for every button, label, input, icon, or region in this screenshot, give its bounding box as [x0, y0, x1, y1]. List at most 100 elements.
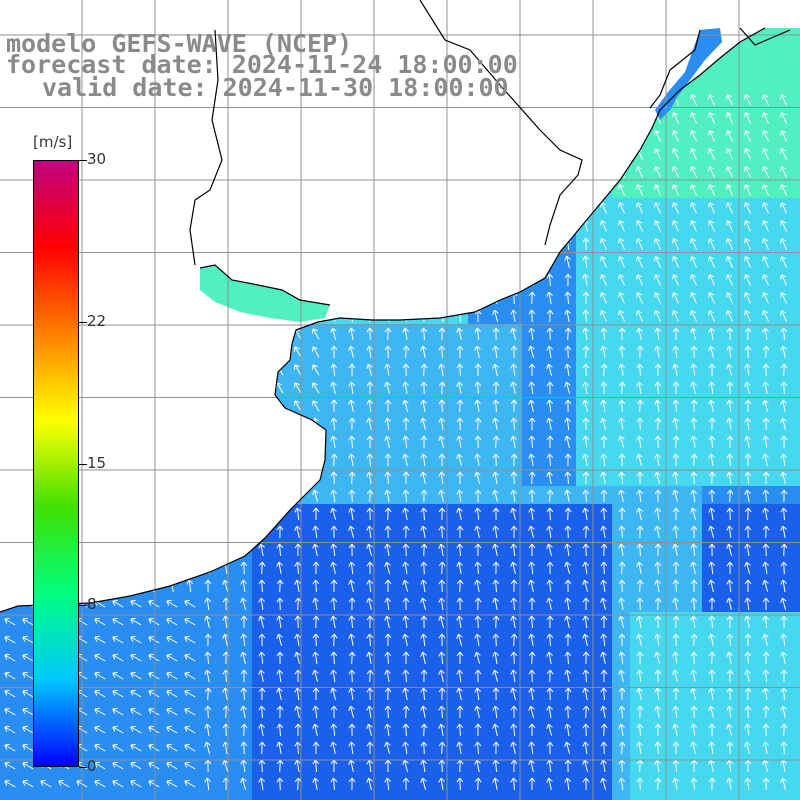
wind-arrow — [582, 291, 590, 305]
wind-arrow — [726, 615, 734, 629]
wind-arrow — [564, 579, 572, 593]
wind-arrow — [6, 93, 14, 107]
wind-arrow — [402, 345, 410, 359]
wind-arrow — [258, 687, 266, 701]
wind-arrow — [564, 255, 571, 268]
wind-arrow — [546, 165, 553, 179]
wind-arrow — [510, 471, 518, 485]
wind-arrow — [780, 363, 788, 377]
wind-arrow — [635, 184, 643, 196]
wind-arrow — [510, 759, 518, 773]
wind-arrow — [312, 147, 320, 161]
wind-arrow — [744, 633, 752, 647]
wind-arrow — [546, 489, 554, 503]
wind-arrow — [690, 633, 698, 647]
wind-arrow — [761, 112, 769, 124]
wind-arrow — [24, 309, 31, 322]
wind-arrow — [311, 328, 320, 340]
wind-arrow — [258, 543, 265, 556]
wind-arrow — [653, 166, 661, 178]
wind-arrow — [150, 219, 158, 233]
wind-arrow — [6, 129, 14, 143]
wind-arrow — [528, 741, 536, 755]
wind-arrow — [653, 256, 661, 268]
wind-arrow — [348, 201, 356, 215]
wind-arrow — [112, 599, 124, 608]
wind-arrow — [618, 435, 625, 448]
wind-arrow — [366, 471, 373, 484]
wind-arrow — [420, 219, 427, 233]
wind-arrow — [221, 328, 230, 340]
wind-arrow — [240, 129, 248, 143]
wind-arrow — [671, 130, 679, 142]
wind-arrow — [636, 381, 643, 394]
wind-arrow — [654, 543, 662, 557]
wind-arrow — [204, 633, 212, 647]
wind-arrow — [492, 183, 499, 196]
wind-arrow — [420, 129, 428, 143]
wind-arrow — [456, 633, 463, 646]
wind-arrow — [168, 561, 176, 575]
wind-arrow — [653, 292, 661, 304]
wind-arrow — [761, 202, 769, 214]
wind-arrow — [761, 94, 769, 106]
wind-arrow — [743, 292, 751, 304]
wind-arrow — [708, 543, 716, 557]
wind-arrow — [168, 525, 175, 538]
wind-arrow — [582, 615, 590, 629]
wind-arrow — [112, 689, 124, 698]
wind-arrow — [168, 453, 175, 466]
wind-arrow — [276, 435, 283, 449]
wind-arrow — [528, 381, 536, 395]
wind-arrow — [5, 364, 14, 376]
wind-arrow — [384, 777, 392, 791]
wind-arrow — [114, 471, 121, 484]
wind-arrow — [492, 255, 500, 269]
wind-arrow — [130, 779, 142, 788]
wind-arrow — [510, 669, 517, 683]
wind-arrow — [384, 453, 392, 467]
wind-arrow — [96, 255, 103, 269]
wind-arrow — [492, 147, 500, 161]
wind-arrow — [780, 669, 788, 683]
wind-arrow — [708, 381, 716, 395]
wind-arrow — [707, 220, 715, 232]
wind-arrow — [186, 291, 193, 304]
wind-arrow — [599, 238, 607, 250]
wind-arrow — [564, 435, 571, 448]
wind-arrow — [402, 525, 410, 539]
wind-arrow — [258, 255, 265, 268]
wind-arrow — [510, 543, 518, 557]
wind-arrow — [618, 561, 626, 575]
wind-arrow — [546, 579, 554, 593]
wind-arrow — [114, 183, 122, 197]
wind-arrow — [348, 777, 356, 791]
wind-arrow — [564, 741, 571, 754]
wind-arrow — [780, 345, 787, 358]
wind-arrow — [779, 166, 787, 178]
wind-arrow — [24, 147, 32, 161]
wind-arrow — [708, 669, 716, 683]
wind-arrow — [474, 525, 481, 538]
wind-arrow — [204, 237, 212, 251]
wind-arrow — [186, 579, 194, 593]
wind-arrow — [600, 633, 608, 647]
wind-arrow — [420, 111, 427, 124]
wind-arrow — [366, 111, 373, 124]
wind-arrow — [708, 507, 715, 521]
wind-arrow — [726, 561, 734, 575]
wind-arrow — [546, 633, 554, 647]
wind-arrow — [761, 292, 769, 304]
wind-arrow — [312, 561, 320, 575]
wind-arrow — [420, 597, 427, 610]
wind-arrow — [743, 130, 751, 142]
wind-arrow — [474, 651, 481, 664]
wind-arrow — [672, 399, 680, 413]
wind-arrow — [636, 723, 644, 737]
wind-arrow — [617, 130, 625, 142]
wind-arrow — [780, 687, 788, 701]
wind-arrow — [546, 561, 554, 575]
wind-arrow — [294, 579, 301, 592]
wind-arrow — [204, 777, 212, 791]
wind-arrow — [168, 219, 175, 232]
